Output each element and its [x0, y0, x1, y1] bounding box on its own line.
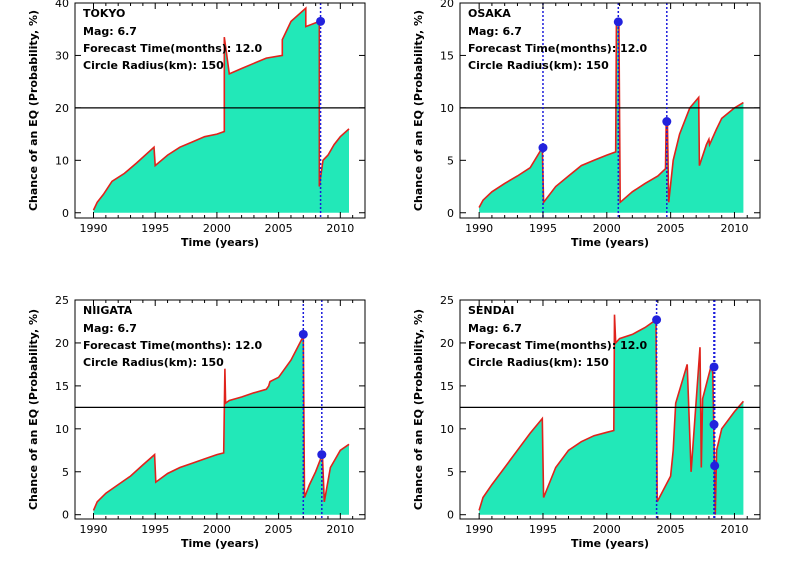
y-tick-label: 10	[440, 102, 454, 115]
x-tick-label: 1990	[80, 222, 108, 235]
x-tick-label: 1990	[80, 523, 108, 536]
x-axis-label: Time (years)	[181, 236, 259, 249]
probability-area	[93, 8, 349, 213]
x-axis-label: Time (years)	[181, 537, 259, 550]
y-tick-label: 20	[440, 0, 454, 10]
plot-frame	[459, 2, 761, 219]
y-tick-label: 10	[440, 423, 454, 436]
x-tick-label: 2010	[326, 523, 354, 536]
y-tick-label: 0	[62, 509, 69, 522]
panel-title: NIIGATA	[83, 304, 133, 317]
x-tick-label: 2010	[326, 222, 354, 235]
y-axis-label: Chance of an EQ (Probability, %)	[27, 10, 40, 211]
event-marker	[710, 461, 720, 471]
panel-sendai: 1990 1995 2000 2005 2010 0 5 10 15 20 25 Time (year…	[412, 294, 761, 550]
panel-annotation: Circle Radius(km): 150	[83, 59, 224, 72]
event-marker	[709, 362, 719, 372]
probability-area	[479, 314, 744, 515]
event-marker	[538, 143, 548, 153]
panel-annotation: Mag: 6.7	[468, 322, 522, 335]
y-tick-label: 20	[55, 337, 69, 350]
y-tick-label: 15	[55, 380, 69, 393]
panel-title: SENDAI	[468, 304, 514, 317]
probability-area	[479, 21, 744, 213]
plot-frame	[74, 2, 366, 219]
y-tick-label: 0	[447, 509, 454, 522]
x-tick-label: 2005	[657, 222, 685, 235]
y-tick-label: 5	[62, 466, 69, 479]
panel-annotation: Mag: 6.7	[83, 322, 137, 335]
y-tick-label: 15	[440, 380, 454, 393]
event-marker	[709, 420, 719, 430]
y-tick-label: 40	[55, 0, 69, 10]
x-tick-label: 1995	[141, 523, 169, 536]
y-tick-label: 0	[447, 207, 454, 220]
y-axis-label: Chance of an EQ (Probability, %)	[27, 309, 40, 510]
panel-annotation: Forecast Time(months): 12.0	[83, 339, 263, 352]
x-tick-label: 1990	[465, 523, 493, 536]
panel-annotation: Circle Radius(km): 150	[83, 356, 224, 369]
y-tick-label: 5	[447, 154, 454, 167]
x-tick-label: 1995	[529, 523, 557, 536]
x-tick-label: 2000	[593, 222, 621, 235]
probability-area	[93, 334, 349, 515]
panel-annotation: Mag: 6.7	[468, 25, 522, 38]
panel-niigata: 1990 1995 2000 2005 2010 0 5 10 15 20 25 Time (year…	[27, 294, 366, 550]
y-tick-label: 5	[447, 466, 454, 479]
y-axis-label: Chance of an EQ (Probability, %)	[412, 309, 425, 510]
panel-annotation: Mag: 6.7	[83, 25, 137, 38]
panel-annotation: Circle Radius(km): 150	[468, 356, 609, 369]
x-tick-label: 2010	[720, 222, 748, 235]
panel-annotation: Forecast Time(months): 12.0	[468, 339, 648, 352]
event-marker	[613, 17, 623, 27]
panel-annotation: Forecast Time(months): 12.0	[468, 42, 648, 55]
x-tick-label: 2000	[203, 222, 231, 235]
y-tick-label: 0	[62, 207, 69, 220]
panel-osaka: 1990 1995 2000 2005 2010 0 5 10 15 20 Time (years)…	[412, 0, 761, 249]
x-tick-label: 2005	[657, 523, 685, 536]
probability-line	[92, 6, 350, 211]
event-marker	[317, 450, 327, 460]
panel-annotation: Forecast Time(months): 12.0	[83, 42, 263, 55]
y-tick-label: 20	[55, 102, 69, 115]
x-tick-label: 2000	[203, 523, 231, 536]
x-axis-label: Time (years)	[571, 537, 649, 550]
panel-annotation: Circle Radius(km): 150	[468, 59, 609, 72]
y-tick-label: 15	[440, 49, 454, 62]
event-marker	[316, 16, 326, 26]
x-axis-label: Time (years)	[571, 236, 649, 249]
plot-frame	[74, 299, 366, 520]
x-tick-label: 2000	[593, 523, 621, 536]
x-tick-label: 1995	[141, 222, 169, 235]
y-tick-label: 25	[440, 294, 454, 307]
plot-frame	[459, 299, 761, 520]
event-marker	[652, 315, 662, 325]
panel-title: OSAKA	[468, 7, 511, 20]
x-tick-label: 1995	[529, 222, 557, 235]
x-tick-label: 2010	[720, 523, 748, 536]
event-marker	[662, 117, 672, 127]
x-tick-label: 2005	[265, 523, 293, 536]
x-tick-label: 2005	[265, 222, 293, 235]
y-tick-label: 30	[55, 49, 69, 62]
panel-title: TOKYO	[83, 7, 125, 20]
panel-tokyo: 1990 1995 2000 2005 2010 0 10 20 30 40 Time (years…	[27, 0, 366, 249]
y-tick-label: 10	[55, 154, 69, 167]
y-tick-label: 25	[55, 294, 69, 307]
y-tick-label: 10	[55, 423, 69, 436]
x-tick-label: 1990	[465, 222, 493, 235]
y-axis-label: Chance of an EQ (Probability, %)	[412, 10, 425, 211]
y-tick-label: 20	[440, 337, 454, 350]
event-marker	[298, 329, 308, 339]
